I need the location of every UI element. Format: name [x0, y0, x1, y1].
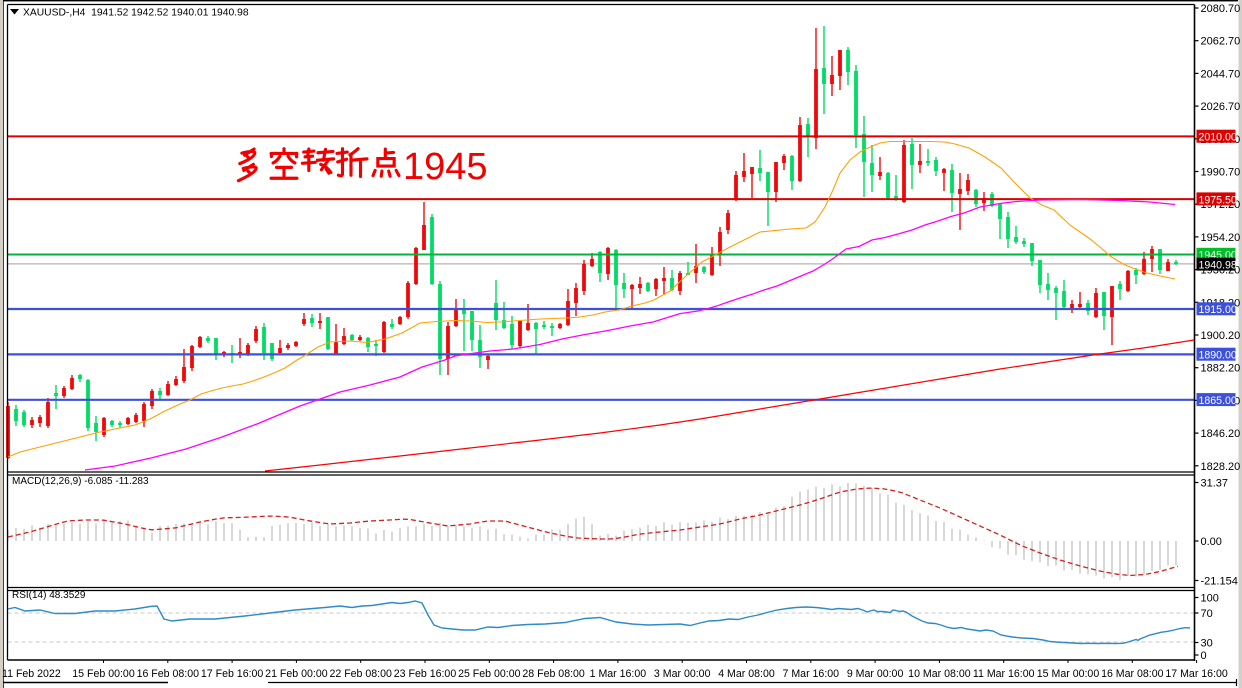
svg-text:15 Feb 00:00: 15 Feb 00:00: [72, 668, 135, 680]
svg-text:MACD(12,26,9) -6.085 -11.283: MACD(12,26,9) -6.085 -11.283: [12, 476, 149, 487]
svg-text:1 Mar 16:00: 1 Mar 16:00: [590, 668, 647, 680]
svg-text:11 Mar 16:00: 11 Mar 16:00: [973, 668, 1035, 680]
svg-text:31.37: 31.37: [1201, 478, 1229, 490]
svg-text:2010.00: 2010.00: [1199, 132, 1237, 144]
svg-text:0.00: 0.00: [1201, 536, 1222, 548]
svg-text:16 Feb 08:00: 16 Feb 08:00: [137, 668, 200, 680]
svg-text:0: 0: [1201, 650, 1207, 662]
svg-text:9 Mar 00:00: 9 Mar 00:00: [847, 668, 904, 680]
svg-text:17 Mar 16:00: 17 Mar 16:00: [1165, 668, 1228, 680]
svg-text:1954.20: 1954.20: [1201, 232, 1241, 244]
svg-text:3 Mar 00:00: 3 Mar 00:00: [654, 668, 711, 680]
svg-text:30: 30: [1201, 638, 1213, 650]
svg-text:16 Mar 08:00: 16 Mar 08:00: [1101, 668, 1164, 680]
svg-text:28 Feb 08:00: 28 Feb 08:00: [522, 668, 585, 680]
svg-text:XAUUSD-,H4 1941.52 1942.52 19: XAUUSD-,H4 1941.52 1942.52 1940.01 1940.…: [23, 8, 249, 19]
svg-text:100: 100: [1201, 593, 1219, 605]
svg-text:1865.00: 1865.00: [1199, 395, 1237, 407]
svg-text:1882.20: 1882.20: [1201, 363, 1241, 375]
svg-text:-21.154: -21.154: [1201, 576, 1238, 588]
svg-text:2026.70: 2026.70: [1201, 101, 1241, 113]
svg-text:1900.20: 1900.20: [1201, 330, 1241, 342]
svg-text:25 Feb 00:00: 25 Feb 00:00: [458, 668, 521, 680]
svg-text:21 Feb 00:00: 21 Feb 00:00: [265, 668, 328, 680]
svg-text:7 Mar 16:00: 7 Mar 16:00: [783, 668, 840, 680]
svg-text:11 Feb 2022: 11 Feb 2022: [2, 668, 61, 680]
svg-text:RSI(14) 48.3529: RSI(14) 48.3529: [12, 590, 86, 601]
svg-text:1846.20: 1846.20: [1201, 428, 1241, 440]
svg-text:2062.70: 2062.70: [1201, 36, 1241, 48]
svg-text:22 Feb 08:00: 22 Feb 08:00: [329, 668, 392, 680]
svg-text:2080.70: 2080.70: [1201, 3, 1241, 15]
svg-text:70: 70: [1201, 608, 1213, 620]
svg-text:1975.50: 1975.50: [1199, 194, 1237, 206]
svg-text:4 Mar 08:00: 4 Mar 08:00: [718, 668, 775, 680]
svg-text:10 Mar 08:00: 10 Mar 08:00: [908, 668, 971, 680]
svg-text:1915.00: 1915.00: [1199, 304, 1237, 316]
svg-text:1890.00: 1890.00: [1199, 350, 1237, 362]
svg-text:1940.98: 1940.98: [1199, 260, 1237, 272]
svg-text:1828.20: 1828.20: [1201, 461, 1241, 473]
svg-text:2044.70: 2044.70: [1201, 68, 1241, 80]
svg-text:23 Feb 16:00: 23 Feb 16:00: [394, 668, 457, 680]
svg-text:17 Feb 16:00: 17 Feb 16:00: [201, 668, 264, 680]
svg-text:1945: 1945: [403, 146, 488, 188]
svg-text:1990.70: 1990.70: [1201, 167, 1241, 179]
svg-text:15 Mar 00:00: 15 Mar 00:00: [1037, 668, 1100, 680]
